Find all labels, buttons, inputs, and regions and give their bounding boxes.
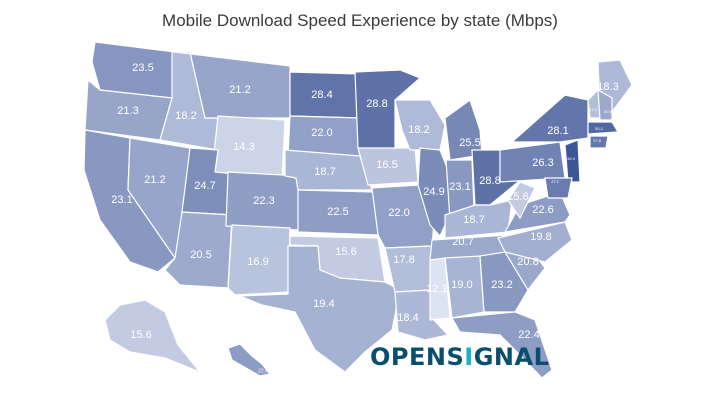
map-title: Mobile Download Speed Experience by stat…	[162, 11, 558, 30]
state-label-ny: 28.1	[547, 125, 568, 137]
state-label-mo: 22.0	[388, 207, 409, 219]
state-label-ms: 12.1	[426, 283, 447, 295]
state-label-fl: 22.4	[518, 329, 539, 341]
state-label-wy: 14.3	[233, 141, 254, 153]
state-label-or: 21.3	[117, 105, 138, 117]
state-label-hi: 22.6	[258, 368, 268, 374]
state-mi	[444, 99, 483, 161]
state-label-me: 18.3	[597, 81, 618, 93]
state-ga	[479, 251, 529, 313]
state-ak	[104, 299, 202, 374]
state-nc	[497, 221, 573, 263]
state-label-sd: 22.0	[311, 127, 332, 139]
state-fl	[451, 311, 553, 379]
state-label-al: 19.0	[451, 279, 472, 291]
opensignal-logo: OPENSIGNAL	[370, 343, 550, 371]
state-ma	[587, 121, 620, 135]
state-label-co: 22.3	[253, 195, 274, 207]
state-label-nh: 20.6	[604, 109, 613, 114]
state-label-tn: 20.7	[452, 236, 473, 248]
state-label-tx: 19.4	[313, 298, 334, 310]
state-label-mi: 25.5	[459, 137, 480, 149]
state-label-nc: 19.8	[530, 231, 551, 243]
state-nh	[597, 88, 613, 121]
state-label-ga: 23.2	[491, 279, 512, 291]
state-label-ma: 30.2	[595, 126, 604, 131]
state-label-nm: 16.9	[247, 256, 268, 268]
state-nm	[227, 224, 291, 296]
state-nj	[564, 139, 581, 183]
state-label-vt: 17.6	[589, 107, 598, 112]
state-label-id: 18.2	[175, 110, 196, 122]
state-ny	[510, 94, 589, 143]
state-label-nv: 21.2	[144, 174, 165, 186]
state-label-wa: 23.5	[132, 62, 153, 74]
state-label-ar: 17.8	[393, 254, 414, 266]
state-wv	[507, 181, 536, 220]
state-label-ks: 22.5	[327, 206, 348, 218]
state-label-ky: 18.7	[463, 214, 484, 226]
state-ms	[429, 257, 451, 321]
state-label-md: 27.2	[551, 179, 560, 184]
state-label-mt: 21.2	[229, 84, 250, 96]
state-label-nd: 28.4	[311, 89, 332, 101]
state-label-ct: 27.8	[593, 138, 602, 143]
state-label-az: 20.5	[190, 249, 211, 261]
state-label-in: 23.1	[449, 181, 470, 193]
state-label-ok: 15.6	[335, 246, 356, 258]
state-tx	[239, 245, 401, 373]
state-ct	[589, 135, 609, 149]
state-label-wi: 18.2	[408, 124, 429, 136]
state-label-ne: 18.7	[314, 166, 335, 178]
state-label-mn: 28.8	[366, 98, 387, 110]
state-label-nj: 32.9	[567, 156, 576, 161]
state-label-ca: 23.1	[111, 194, 132, 206]
state-label-wv: 15.6	[507, 191, 528, 203]
state-label-oh: 28.8	[479, 175, 500, 187]
state-label-ut: 24.7	[194, 180, 215, 192]
state-label-il: 24.9	[423, 186, 444, 198]
state-md	[544, 177, 573, 199]
state-label-ia: 16.5	[376, 159, 397, 171]
state-label-sc: 20.8	[517, 256, 538, 268]
state-label-la: 18.4	[397, 312, 418, 324]
state-label-pa: 26.3	[532, 157, 553, 169]
state-label-va: 22.6	[532, 204, 553, 216]
state-hi	[227, 343, 272, 377]
state-label-ak: 15.6	[130, 329, 151, 341]
